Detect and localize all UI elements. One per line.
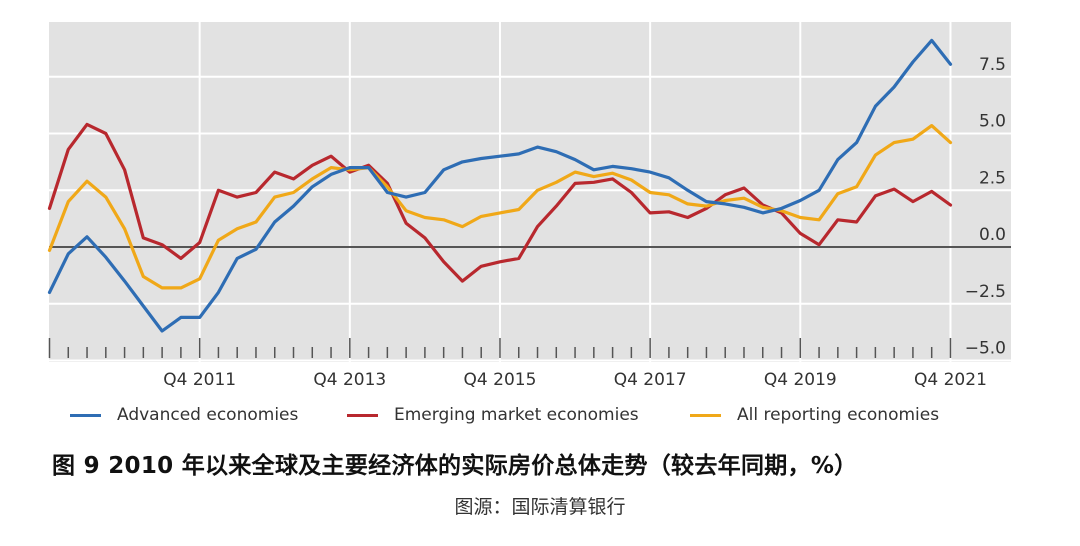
plot-area — [49, 22, 1011, 362]
legend-item-emerging: Emerging market economies — [347, 402, 639, 428]
legend-swatch-red-icon — [347, 413, 378, 417]
legend-label: Emerging market economies — [394, 405, 639, 425]
x-tick-label: Q4 2015 — [464, 370, 537, 390]
figure-source: 图源：国际清算银行 — [454, 496, 626, 518]
y-tick-label: −2.5 — [965, 282, 1006, 302]
series-line-all-reporting-economies — [47, 123, 953, 290]
y-tick-label: 5.0 — [979, 112, 1006, 132]
legend-item-advanced: Advanced economies — [70, 402, 298, 428]
legend-swatch-orange-icon — [690, 413, 721, 417]
x-tick-label: Q4 2017 — [614, 370, 687, 390]
series-lines — [47, 38, 953, 333]
x-tick-label: Q4 2013 — [313, 370, 386, 390]
legend-label: All reporting economies — [737, 405, 940, 425]
x-tick-label: Q4 2021 — [914, 370, 987, 390]
legend-item-all-reporting: All reporting economies — [690, 402, 939, 428]
x-axis-labels: Q4 2011 Q4 2013 Q4 2015 Q4 2017 Q4 2019 Q4 20… — [163, 370, 987, 390]
x-tick-label: Q4 2011 — [163, 370, 236, 390]
figure-caption-title: 图 9 2010 年以来全球及主要经济体的实际房价总体走势（较去年同期，%） — [52, 453, 858, 479]
y-tick-label: 2.5 — [979, 168, 1006, 188]
chart-legend: Advanced economies Emerging market econo… — [0, 402, 1080, 428]
legend-label: Advanced economies — [117, 405, 299, 425]
y-tick-label: −5.0 — [965, 339, 1006, 359]
line-chart: 7.55.02.50.0−2.5−5.0 Q4 2011 Q4 2013 Q4 20… — [47, 22, 1011, 390]
y-tick-label: 0.0 — [979, 225, 1006, 245]
y-axis-labels: 7.5 5.0 2.5 0.0 −2.5 −5.0 — [965, 55, 1006, 359]
legend-swatch-blue-icon — [70, 413, 101, 417]
x-tick-label: Q4 2019 — [764, 370, 837, 390]
x-axis-ticks — [48, 338, 952, 358]
series-line-advanced-economies — [47, 38, 953, 333]
y-tick-label: 7.5 — [979, 55, 1006, 75]
series-line-emerging-market-economies — [47, 122, 953, 283]
